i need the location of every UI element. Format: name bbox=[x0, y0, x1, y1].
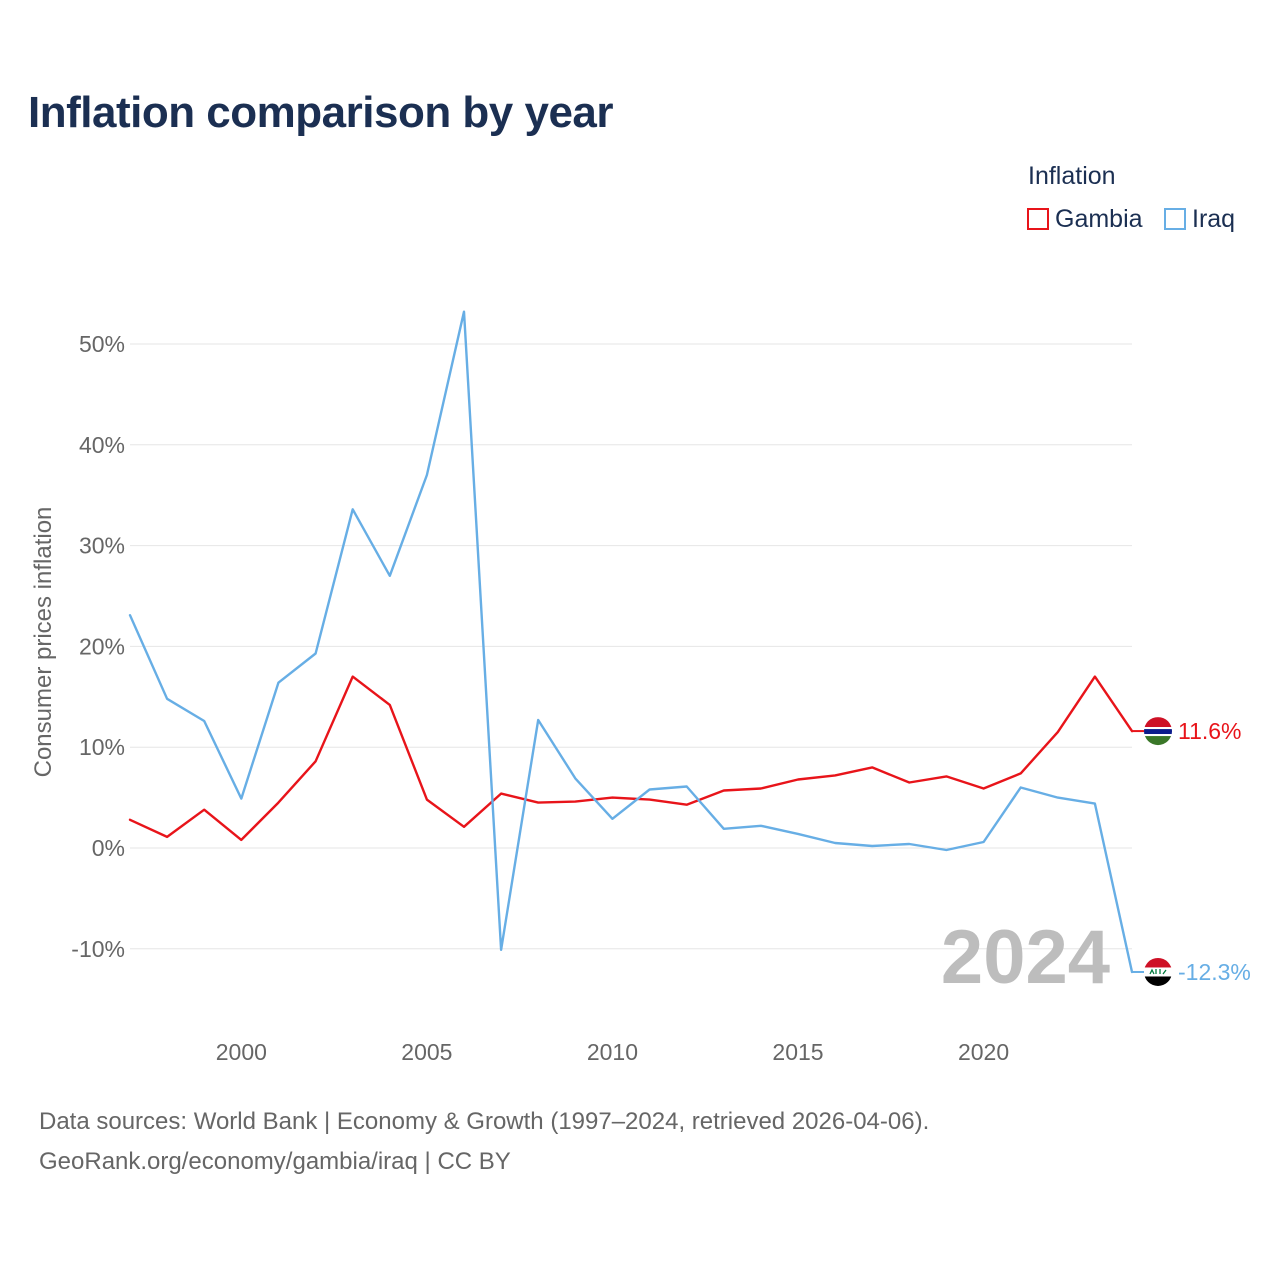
x-axis: 2000 2005 2010 2015 2020 bbox=[216, 1039, 1009, 1065]
y-tick-label: 10% bbox=[79, 734, 125, 760]
legend-swatch-gambia bbox=[1027, 208, 1049, 230]
y-axis-title: Consumer prices inflation bbox=[30, 507, 57, 778]
x-tick-label: 2015 bbox=[772, 1039, 823, 1065]
end-label-gambia: 11.6% bbox=[1178, 718, 1242, 744]
chart-title: Inflation comparison by year bbox=[28, 88, 614, 137]
y-tick-label: 0% bbox=[92, 835, 125, 861]
x-tick-label: 2020 bbox=[958, 1039, 1009, 1065]
x-tick-label: 2010 bbox=[587, 1039, 638, 1065]
y-tick-label: 50% bbox=[79, 331, 125, 357]
legend-item-gambia[interactable]: Gambia bbox=[1027, 204, 1143, 234]
gambia-flag-icon bbox=[1144, 717, 1172, 746]
source-line-1: Data sources: World Bank | Economy & Gro… bbox=[39, 1108, 930, 1135]
end-label-iraq: -12.3% bbox=[1178, 959, 1251, 985]
source-line-2[interactable]: GeoRank.org/economy/gambia/iraq | CC BY bbox=[39, 1148, 511, 1175]
series-line-iraq[interactable] bbox=[128, 310, 1134, 974]
legend-item-iraq[interactable]: Iraq bbox=[1164, 204, 1235, 234]
y-tick-label: 30% bbox=[79, 533, 125, 559]
y-tick-label: 40% bbox=[79, 432, 125, 458]
year-label: 2024 bbox=[941, 915, 1110, 1000]
y-tick-label: -10% bbox=[71, 936, 125, 962]
series-lines bbox=[128, 310, 1144, 974]
x-tick-label: 2005 bbox=[401, 1039, 452, 1065]
legend-label-iraq: Iraq bbox=[1192, 204, 1236, 233]
legend-label-gambia: Gambia bbox=[1055, 204, 1143, 233]
y-tick-label: 20% bbox=[79, 633, 125, 659]
x-tick-label: 2000 bbox=[216, 1039, 267, 1065]
end-markers: 11.6% -12.3% bbox=[1144, 717, 1251, 986]
iraq-flag-icon bbox=[1144, 957, 1172, 986]
legend-title: Inflation bbox=[1028, 162, 1116, 190]
y-axis: -10% 0% 10% 20% 30% 40% 50% bbox=[71, 331, 125, 962]
grid bbox=[130, 343, 1132, 950]
legend-swatch-iraq bbox=[1164, 208, 1186, 230]
series-line-gambia[interactable] bbox=[128, 675, 1134, 842]
